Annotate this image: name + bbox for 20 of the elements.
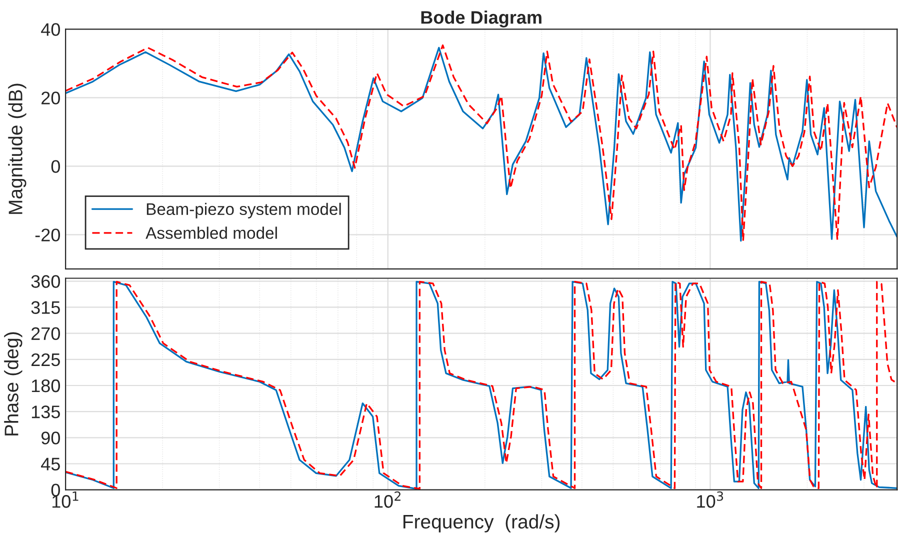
y-tick-label: 40 xyxy=(41,23,60,36)
y-tick-label: 225 xyxy=(31,353,60,366)
legend-label: Beam-piezo system model xyxy=(146,202,341,218)
y-tick-label: 315 xyxy=(31,301,60,314)
y-tick-label: 360 xyxy=(31,275,60,288)
y-tick-label: 0 xyxy=(51,160,60,173)
x-axis-title: Frequency (rad/s) xyxy=(404,514,560,532)
y-tick-label: -20 xyxy=(35,228,60,242)
x-tick-label: 10$^{3}$ xyxy=(697,491,724,508)
y-tick-label: 45 xyxy=(41,458,60,470)
y-axis-title: Phase (deg) xyxy=(4,332,22,436)
y-axis-title: Magnitude (dB) xyxy=(8,84,26,214)
x-tick-label: 10$^{2}$ xyxy=(374,491,400,508)
chart-title: Bode Diagram xyxy=(421,10,542,28)
y-tick-label: 20 xyxy=(42,92,60,104)
y-tick-label: 135 xyxy=(32,406,60,418)
y-tick-label: 180 xyxy=(32,379,60,392)
legend-label: Assembled model xyxy=(146,226,277,239)
y-tick-label: 270 xyxy=(31,327,60,340)
y-tick-label: 90 xyxy=(41,432,60,444)
